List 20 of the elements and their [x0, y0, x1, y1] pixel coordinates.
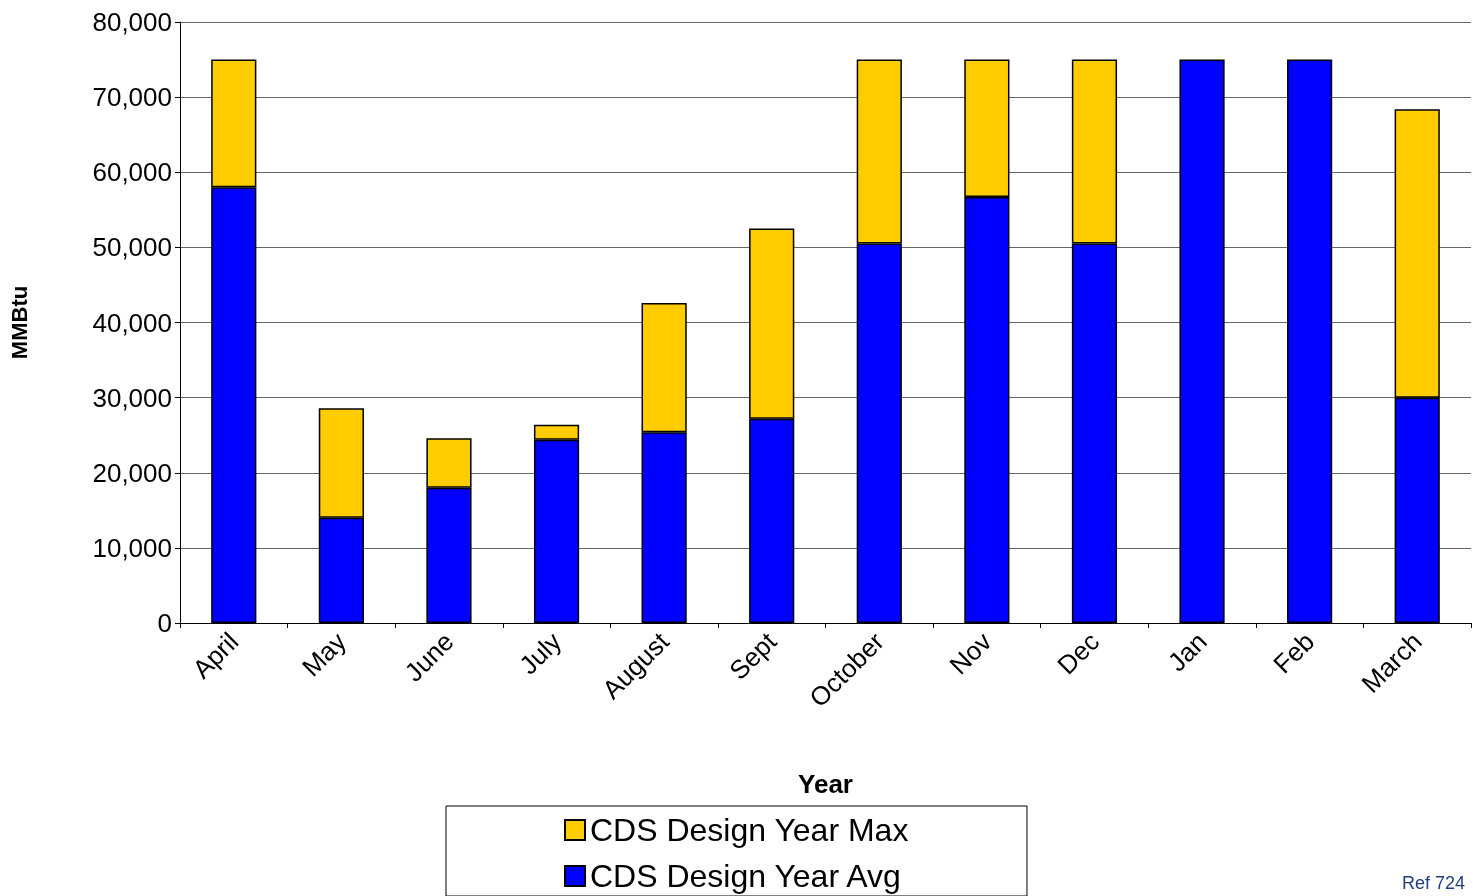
y-axis-title: MMBtu [6, 285, 32, 360]
x-tick-label: May [296, 626, 352, 683]
x-axis-title: Year [798, 769, 853, 799]
x-tick-label: July [513, 626, 568, 681]
y-tick-label: 50,000 [92, 232, 172, 263]
y-tick-label: 30,000 [92, 382, 172, 413]
y-tick-label: 70,000 [92, 82, 172, 113]
x-tick-label: Jan [1161, 626, 1213, 678]
legend-label: CDS Design Year Max [590, 812, 909, 848]
y-tick-label: 40,000 [92, 307, 172, 338]
text: Ref 724 [1401, 873, 1465, 893]
x-tick-label: Dec [1051, 626, 1106, 681]
y-tick-label: 10,000 [92, 532, 172, 563]
y-tick-label: 60,000 [92, 157, 172, 188]
x-tick-label: Feb [1267, 626, 1321, 680]
x-tick-label: Nov [943, 626, 998, 681]
legend-label: CDS Design Year Avg [590, 858, 901, 894]
y-tick-label: 80,000 [92, 7, 172, 37]
y-tick-label: 20,000 [92, 457, 172, 488]
y-tick-label: 0 [157, 608, 172, 638]
